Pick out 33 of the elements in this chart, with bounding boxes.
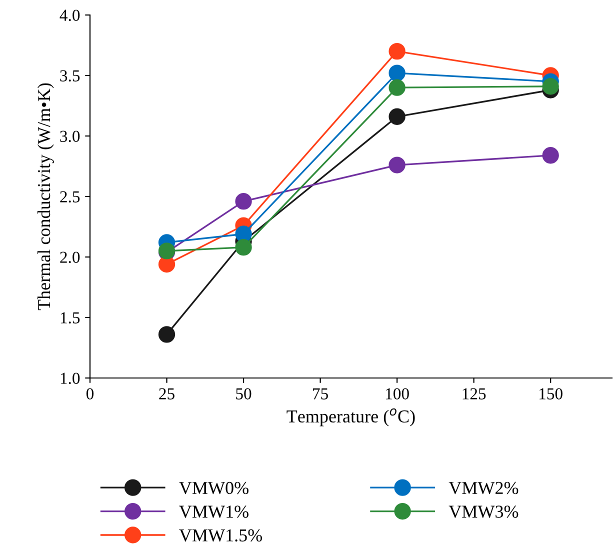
x-tick-label: 150: [540, 388, 562, 400]
x-tick-label: 125: [462, 388, 486, 400]
legend-label: VMW0%: [179, 482, 248, 494]
point: [235, 193, 252, 210]
y-tick-label: 1.0: [60, 372, 80, 384]
y-axis-title: Thermal conductivity (W/m•K): [37, 83, 54, 310]
x-tick-label: 100: [386, 388, 409, 400]
point: [158, 326, 176, 343]
point: [542, 147, 559, 164]
point: [388, 108, 406, 125]
point: [388, 79, 406, 96]
y-tick-label: 4.0: [60, 10, 80, 22]
point: [388, 156, 406, 174]
legend-label: VMW1.5%: [179, 529, 262, 542]
point: [388, 64, 406, 82]
legend-label: VMW1%: [179, 506, 248, 518]
y-tick-label: 2.0: [60, 252, 80, 264]
x-axis-title: Temperature ($^{o}$C): [286, 408, 415, 426]
x-tick-label: 50: [236, 388, 252, 400]
point: [388, 42, 406, 60]
x-tick-label: 75: [313, 388, 328, 400]
point: [235, 238, 252, 256]
legend-label: VMW3%: [448, 506, 518, 518]
legend-label: VMW2%: [448, 482, 518, 494]
point: [235, 226, 252, 242]
y-tick-label: 3.0: [60, 130, 80, 142]
y-tick-label: 1.5: [60, 312, 80, 324]
y-tick-label: 3.5: [60, 70, 80, 82]
x-tick-label: 0: [86, 388, 94, 400]
y-tick-label: 2.5: [60, 191, 80, 203]
point: [158, 256, 176, 273]
x-tick-label: 25: [159, 388, 174, 400]
point: [542, 78, 559, 95]
